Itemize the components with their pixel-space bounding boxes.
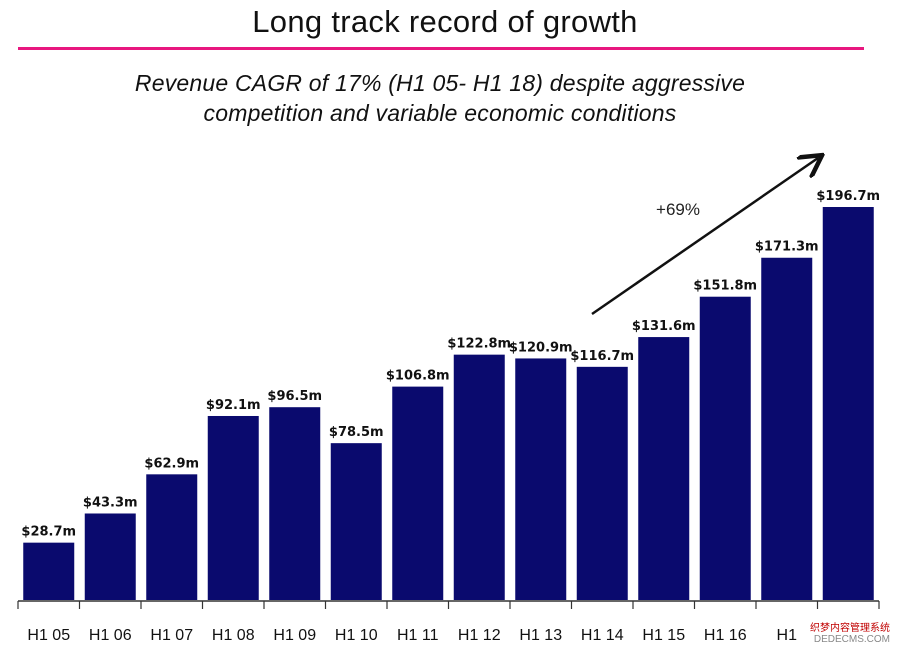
bar-1 bbox=[23, 542, 75, 600]
page-title: Long track record of growth bbox=[252, 4, 638, 39]
growth-annotation: +69% bbox=[656, 200, 700, 219]
x-tick-label-13: H1 bbox=[777, 627, 798, 644]
x-tick-label-11: H1 15 bbox=[642, 627, 685, 644]
data-label-13: $171.3m bbox=[755, 240, 819, 255]
page-subtitle: Revenue CAGR of 17% (H1 05- H1 18) despi… bbox=[0, 68, 880, 128]
x-tick-label-7: H1 11 bbox=[397, 627, 439, 644]
watermark-logo: 织梦内容管理系统 DEDECMS.COM bbox=[810, 623, 890, 645]
bar-7 bbox=[392, 386, 444, 600]
x-tick-label-4: H1 08 bbox=[212, 627, 255, 644]
bar-11 bbox=[638, 337, 690, 600]
bar-13 bbox=[761, 257, 813, 600]
x-tick-label-12: H1 16 bbox=[704, 627, 747, 644]
watermark-line-2: DEDECMS.COM bbox=[813, 634, 890, 645]
data-label-7: $106.8m bbox=[386, 369, 450, 384]
data-label-14: $196.7m bbox=[816, 189, 880, 204]
x-tick-label-5: H1 09 bbox=[273, 627, 316, 644]
data-label-5: $96.5m bbox=[267, 389, 322, 404]
data-label-12: $151.8m bbox=[693, 279, 757, 294]
bar-6 bbox=[330, 443, 382, 600]
title-divider bbox=[18, 47, 864, 50]
data-label-2: $43.3m bbox=[83, 495, 138, 510]
subtitle-line-1: Revenue CAGR of 17% (H1 05- H1 18) despi… bbox=[134, 70, 746, 96]
bar-2 bbox=[84, 513, 136, 600]
x-tick-label-2: H1 06 bbox=[89, 627, 132, 644]
bar-4 bbox=[207, 415, 259, 600]
x-tick-label-6: H1 10 bbox=[335, 627, 378, 644]
data-label-6: $78.5m bbox=[329, 425, 384, 440]
bar-9 bbox=[515, 358, 567, 600]
data-label-11: $131.6m bbox=[632, 319, 696, 334]
bar-8 bbox=[453, 354, 505, 600]
bar-12 bbox=[699, 296, 751, 600]
x-tick-label-3: H1 07 bbox=[150, 627, 193, 644]
data-label-3: $62.9m bbox=[144, 456, 199, 471]
bar-14 bbox=[822, 207, 874, 600]
x-tick-label-9: H1 13 bbox=[519, 627, 562, 644]
x-tick-label-1: H1 05 bbox=[27, 627, 70, 644]
bar-10 bbox=[576, 366, 628, 600]
x-tick-label-10: H1 14 bbox=[581, 627, 624, 644]
data-label-1: $28.7m bbox=[21, 525, 76, 540]
data-label-9: $120.9m bbox=[509, 340, 573, 355]
x-tick-label-8: H1 12 bbox=[458, 627, 501, 644]
watermark-line-1: 织梦内容管理系统 bbox=[810, 623, 890, 634]
data-label-4: $92.1m bbox=[206, 398, 261, 413]
bar-3 bbox=[146, 474, 198, 600]
data-label-8: $122.8m bbox=[447, 337, 511, 352]
data-label-10: $116.7m bbox=[570, 349, 634, 364]
subtitle-line-2: competition and variable economic condit… bbox=[203, 100, 677, 126]
bar-5 bbox=[269, 407, 321, 600]
growth-arrow bbox=[591, 158, 818, 316]
